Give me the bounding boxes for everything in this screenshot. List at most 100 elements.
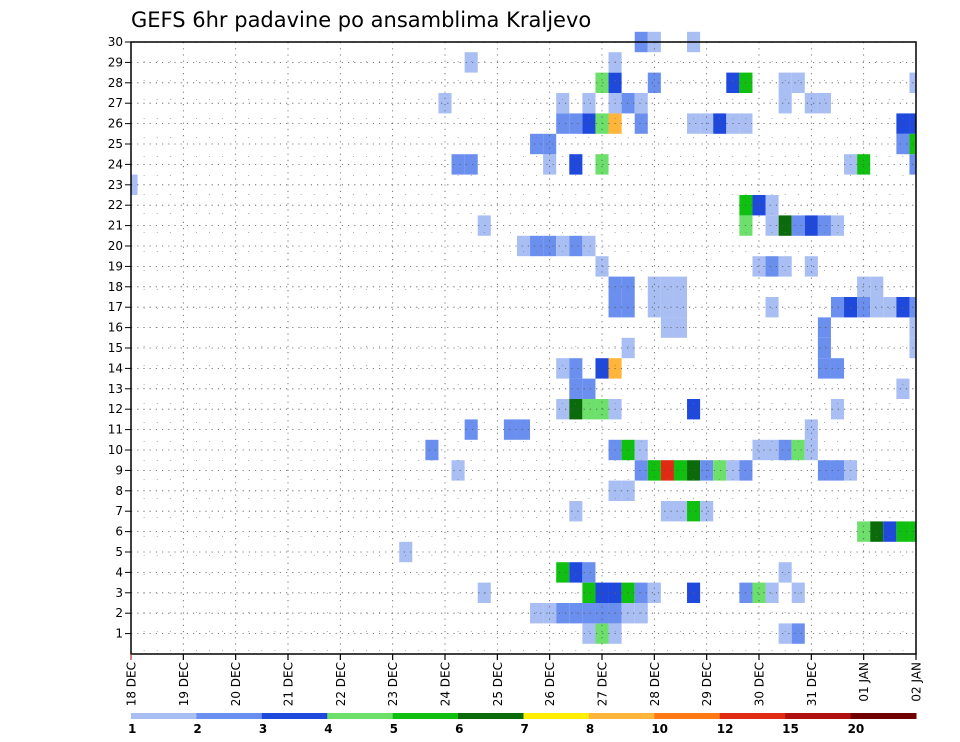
- y-tick-label: 15: [108, 341, 123, 355]
- y-tick-label: 27: [108, 96, 123, 110]
- heatmap-cell: [451, 460, 465, 481]
- heatmap-cell: [660, 276, 674, 297]
- heatmap-cell: [765, 297, 779, 318]
- heatmap-cell: [660, 297, 674, 318]
- heatmap-cell: [556, 93, 570, 114]
- heatmap-cell: [543, 154, 557, 175]
- heatmap-cell: [817, 358, 831, 379]
- legend-color-box: [261, 713, 328, 719]
- heatmap-cell: [673, 297, 688, 318]
- y-tick-label: 6: [115, 525, 123, 539]
- y-tick-label: 16: [108, 321, 123, 335]
- x-tick-label: 01 JAN: [857, 662, 871, 702]
- heatmap-cell: [791, 439, 805, 461]
- heatmap-cell: [464, 419, 478, 440]
- x-tick-label: 27 DEC: [596, 662, 610, 706]
- y-tick-label: 24: [108, 157, 123, 171]
- legend-label: 10: [651, 722, 668, 736]
- heatmap-cell: [569, 113, 583, 134]
- x-tick-label: 24 DEC: [439, 662, 453, 706]
- y-tick-label: 1: [115, 627, 123, 641]
- heatmap-cell: [713, 113, 727, 134]
- heatmap-cell: [425, 439, 439, 461]
- y-tick-label: 28: [108, 76, 123, 90]
- y-tick-label: 7: [115, 504, 123, 518]
- heatmap-cell: [399, 541, 413, 563]
- heatmap-cell: [817, 460, 831, 481]
- heatmap-cell: [687, 113, 701, 134]
- heatmap-cell: [896, 521, 910, 542]
- heatmap-cell: [634, 603, 648, 624]
- heatmap-cell: [830, 297, 845, 318]
- y-tick-label: 20: [108, 239, 123, 253]
- plot-frame: [130, 41, 917, 655]
- heatmap-cell: [791, 623, 805, 644]
- x-tick-label: 18 DEC: [125, 662, 139, 706]
- heatmap-cell: [438, 93, 452, 114]
- y-tick-label: 21: [108, 219, 123, 233]
- x-tick-label: 21 DEC: [282, 662, 296, 706]
- legend-color-box: [523, 713, 590, 719]
- heatmap-cell: [687, 501, 701, 522]
- heatmap-cell: [595, 623, 609, 644]
- legend-label: 6: [455, 722, 463, 736]
- y-tick-label: 14: [108, 361, 123, 375]
- legend-color-box: [458, 713, 524, 719]
- heatmap-cell: [687, 460, 701, 481]
- y-tick-label: 18: [108, 280, 123, 294]
- heatmap-cell: [595, 358, 609, 379]
- legend-label: 12: [717, 722, 734, 736]
- heatmap-cell: [543, 235, 557, 257]
- heatmap-cell: [687, 582, 701, 603]
- heatmap-cell: [582, 623, 596, 644]
- legend-label: 7: [521, 722, 529, 736]
- heatmap-cell: [778, 623, 792, 644]
- heatmap-cell: [582, 378, 596, 399]
- x-tick-label: 20 DEC: [229, 662, 243, 706]
- heatmap-cell: [804, 419, 818, 440]
- legend-label: 4: [324, 722, 332, 736]
- heatmap-cell: [687, 399, 701, 420]
- heatmap-cell: [634, 460, 648, 481]
- heatmap-cell: [634, 582, 648, 603]
- heatmap-cell: [660, 460, 674, 481]
- heatmap-cell: [582, 582, 596, 603]
- heatmap-cell: [713, 460, 727, 481]
- heatmap-cell: [595, 72, 609, 93]
- heatmap-cell: [647, 297, 661, 318]
- heatmap-cell: [477, 582, 491, 603]
- heatmap-cell: [464, 154, 478, 175]
- x-tick-label: 31 DEC: [805, 662, 819, 706]
- legend-color-box: [719, 713, 786, 719]
- heatmap-cell: [883, 521, 897, 542]
- heatmap-cell: [791, 215, 805, 236]
- heatmap-cell: [556, 358, 570, 379]
- heatmap-cell: [817, 337, 831, 359]
- heatmap-cell: [765, 256, 779, 277]
- heatmap-cell: [556, 399, 570, 420]
- heatmap-cell: [804, 93, 818, 114]
- legend-label: 8: [586, 722, 594, 736]
- heatmap-cell: [451, 154, 465, 175]
- heatmap-cell: [817, 93, 831, 114]
- heatmap-cell: [647, 72, 661, 93]
- heatmap-cell: [516, 419, 531, 440]
- legend-label: 1: [128, 722, 136, 736]
- heatmap-cell: [582, 603, 596, 624]
- y-tick-label: 13: [108, 382, 123, 396]
- heatmap-cell: [569, 378, 583, 399]
- heatmap-cell: [582, 235, 596, 257]
- heatmap-cell: [817, 215, 831, 236]
- heatmap-cell: [778, 562, 792, 583]
- heatmap-cell: [883, 297, 897, 318]
- heatmap-cell: [634, 93, 648, 114]
- heatmap-cell: [673, 501, 688, 522]
- heatmap-cell: [752, 439, 766, 461]
- heatmap-cell: [673, 276, 688, 297]
- heatmap-cell: [582, 399, 596, 420]
- heatmap-cell: [804, 439, 818, 461]
- x-tick-label: 02 JAN: [910, 662, 924, 702]
- y-tick-label: 17: [108, 300, 123, 314]
- y-tick-label: 29: [108, 55, 123, 69]
